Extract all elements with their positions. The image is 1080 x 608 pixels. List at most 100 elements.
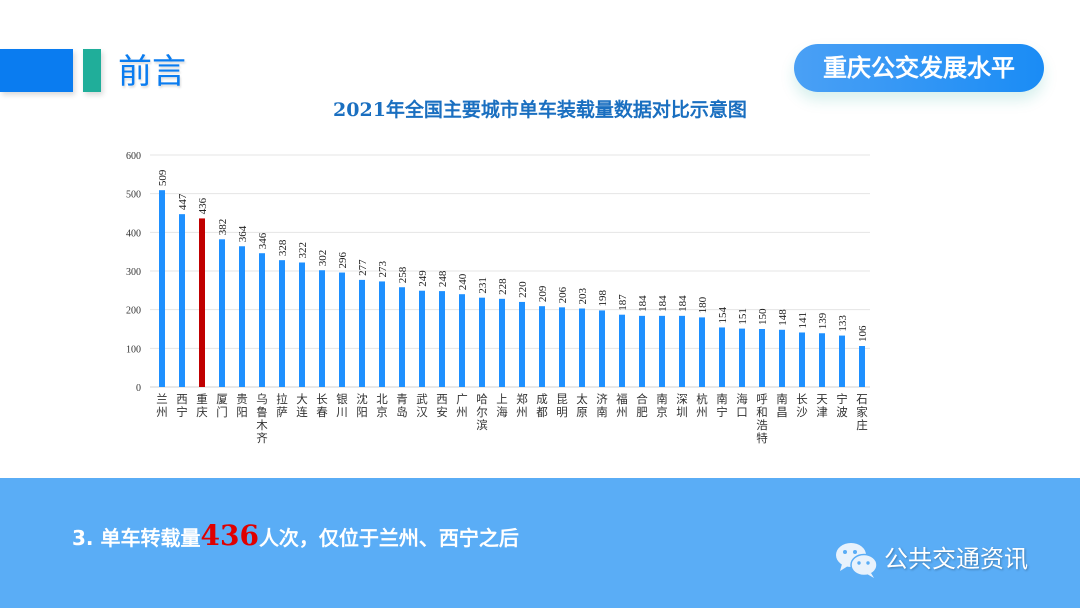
decor-block-teal <box>83 49 101 92</box>
bar <box>199 218 205 387</box>
x-tick-label: 重庆 <box>196 392 208 419</box>
x-tick-label: 太原 <box>576 392 588 419</box>
y-tick-label: 400 <box>126 228 141 239</box>
data-label: 228 <box>497 278 509 295</box>
data-label: 203 <box>577 288 589 305</box>
y-tick-label: 300 <box>126 267 141 278</box>
data-label: 248 <box>437 270 449 287</box>
data-label: 231 <box>477 277 489 294</box>
bar <box>839 335 845 387</box>
x-tick-label: 昆明 <box>556 392 568 419</box>
data-label: 180 <box>697 296 709 313</box>
data-label: 382 <box>217 219 229 236</box>
x-tick-label: 南京 <box>656 392 668 419</box>
x-tick-label: 天津 <box>816 392 828 419</box>
bar <box>719 327 725 387</box>
data-label: 277 <box>357 259 369 276</box>
bar <box>439 291 445 387</box>
bar <box>559 307 565 387</box>
data-label: 509 <box>157 169 169 186</box>
bar <box>819 333 825 387</box>
data-label: 328 <box>277 239 289 256</box>
bar <box>479 297 485 387</box>
x-tick-label: 成都 <box>536 392 548 419</box>
y-tick-label: 100 <box>126 344 141 355</box>
data-label: 151 <box>737 308 749 325</box>
bar <box>759 329 765 387</box>
data-label: 206 <box>557 286 569 303</box>
data-label: 346 <box>257 232 269 249</box>
x-tick-label: 长沙 <box>796 392 808 419</box>
wechat-icon <box>836 543 878 578</box>
bar <box>279 260 285 387</box>
bar <box>239 246 245 387</box>
y-tick-label: 600 <box>126 151 141 162</box>
data-label: 139 <box>817 312 829 329</box>
bar <box>219 239 225 387</box>
x-tick-label: 哈尔滨 <box>476 392 488 432</box>
bar <box>339 272 345 387</box>
summary-suffix: 人次，仅位于兰州、西宁之后 <box>258 526 519 550</box>
x-tick-label: 拉萨 <box>276 392 288 419</box>
data-label: 150 <box>757 308 769 325</box>
data-label: 184 <box>677 295 689 312</box>
bar <box>619 314 625 387</box>
bar <box>859 346 865 387</box>
data-label: 148 <box>777 309 789 326</box>
summary-note: 3. 单车转载量436人次，仅位于兰州、西宁之后 <box>72 518 519 556</box>
x-tick-label: 海口 <box>736 392 748 419</box>
data-label: 302 <box>317 250 329 267</box>
bar <box>259 253 265 387</box>
data-label: 141 <box>797 312 809 329</box>
footer-band <box>0 478 1080 608</box>
bar <box>459 294 465 387</box>
y-tick-label: 500 <box>126 190 141 201</box>
data-label: 187 <box>617 294 629 311</box>
section-badge: 重庆公交发展水平 <box>794 44 1044 92</box>
data-label: 249 <box>417 270 429 287</box>
x-tick-label: 南昌 <box>776 392 788 419</box>
data-label: 154 <box>717 306 729 323</box>
data-label: 133 <box>837 315 849 332</box>
chart-title: 2021年全国主要城市单车装载量数据对比示意图 <box>333 99 747 121</box>
decor-block-blue <box>0 49 73 92</box>
x-tick-label: 银川 <box>336 392 348 419</box>
bar-chart: 0 100 200 300 400 500 600 509 兰州 447 西宁 436 重庆 382 厦门 3… <box>126 151 870 445</box>
bar <box>579 308 585 387</box>
bar <box>359 279 365 387</box>
bar <box>499 298 505 387</box>
bar <box>799 332 805 387</box>
data-label: 184 <box>657 295 669 312</box>
x-tick-label: 广州 <box>456 392 468 419</box>
data-label: 198 <box>597 289 609 306</box>
x-tick-label: 厦门 <box>216 392 228 419</box>
x-tick-label: 南宁 <box>716 392 728 419</box>
x-tick-label: 武汉 <box>416 392 428 419</box>
bar <box>599 310 605 387</box>
x-tick-label: 宁波 <box>836 392 848 419</box>
x-tick-label: 杭州 <box>696 392 708 419</box>
bar <box>179 214 185 387</box>
x-tick-label: 沈阳 <box>356 392 368 419</box>
x-tick-label: 北京 <box>376 392 388 419</box>
x-tick-label: 合肥 <box>636 392 648 419</box>
bar <box>659 315 665 387</box>
x-tick-label: 西宁 <box>176 392 188 419</box>
x-tick-label: 福州 <box>616 392 628 419</box>
data-label: 240 <box>457 273 469 290</box>
x-tick-label: 深圳 <box>676 392 688 419</box>
x-tick-label: 青岛 <box>396 392 408 419</box>
bar <box>699 317 705 387</box>
summary-prefix: 3. 单车转载量 <box>72 526 201 550</box>
data-label: 322 <box>297 242 309 259</box>
data-label: 436 <box>197 197 209 214</box>
bar <box>159 190 165 387</box>
bar <box>539 306 545 387</box>
data-label: 220 <box>517 281 529 298</box>
x-tick-label: 呼和浩特 <box>756 392 768 445</box>
data-label: 184 <box>637 295 649 312</box>
x-tick-label: 乌鲁木齐 <box>256 392 268 445</box>
x-tick-label: 石家庄 <box>856 392 868 432</box>
bar <box>299 262 305 387</box>
bar <box>319 270 325 387</box>
